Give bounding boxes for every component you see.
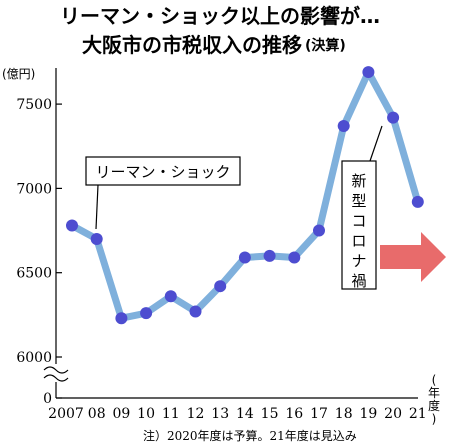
footnote: 注）2020年度は予算。21年度は見込み <box>143 428 357 443</box>
chart-title-suffix: (決算) <box>305 37 346 54</box>
x-tick-label: 20 <box>384 406 402 422</box>
y-tick-label: 6500 <box>16 266 52 282</box>
trend-arrow <box>380 232 446 282</box>
x-tick-label: 17 <box>310 406 328 422</box>
data-point-16 <box>288 251 301 264</box>
x-tick-label: 08 <box>88 406 106 422</box>
corona-callout-text: 新型コロナ禍 <box>351 172 366 290</box>
y-axis-unit-label: (億円) <box>2 67 35 81</box>
chart-title-line1: リーマン・ショック以上の影響が… <box>60 4 380 28</box>
data-point-12 <box>189 305 202 318</box>
x-tick-label: 15 <box>261 406 279 422</box>
x-axis-unit-label: (年度) <box>428 373 440 426</box>
y-axis-ticks: 0 6000 6500 7000 7500 <box>16 97 62 407</box>
y-tick-label: 6000 <box>16 350 52 366</box>
svg-text:(年度): (年度) <box>428 373 440 426</box>
data-point-17 <box>313 224 325 237</box>
x-tick-label: 14 <box>236 406 254 422</box>
x-tick-label: 10 <box>137 406 155 422</box>
x-axis-tick-labels: 2007 08 09 10 11 12 13 14 15 16 17 18 19 20 21 <box>48 406 427 422</box>
x-tick-label: 16 <box>285 406 303 422</box>
chart-title-line2: 大阪市の市税収入の推移 <box>82 33 302 57</box>
data-point-21 <box>411 195 424 208</box>
data-point-13 <box>214 280 227 293</box>
data-point-09 <box>115 312 128 325</box>
x-tick-label: 19 <box>359 406 377 422</box>
y-tick-label: 7000 <box>16 181 52 197</box>
axis-break-mark <box>42 364 69 382</box>
series-markers <box>66 66 424 325</box>
x-tick-label: 11 <box>162 406 180 422</box>
x-tick-label: 21 <box>409 406 427 422</box>
data-point-10 <box>140 307 153 320</box>
y-tick-label: 7500 <box>16 97 52 113</box>
x-tick-label: 09 <box>112 406 130 422</box>
x-tick-label: 2007 <box>48 406 84 422</box>
data-point-18 <box>337 120 350 133</box>
data-point-2007 <box>66 219 78 232</box>
data-point-15 <box>263 249 276 262</box>
data-point-08 <box>90 232 103 245</box>
data-point-20 <box>387 111 400 124</box>
data-point-14 <box>238 251 251 264</box>
lehman-callout-text: リーマン・ショック <box>95 163 230 181</box>
data-point-19 <box>362 66 375 79</box>
y-tick-label: 0 <box>43 391 52 407</box>
x-tick-label: 18 <box>335 406 353 422</box>
lehman-callout: リーマン・ショック <box>85 156 241 230</box>
x-tick-label: 12 <box>187 406 205 422</box>
x-tick-label: 13 <box>211 406 229 422</box>
corona-callout: 新型コロナ禍 <box>341 125 383 290</box>
data-point-11 <box>164 290 177 303</box>
